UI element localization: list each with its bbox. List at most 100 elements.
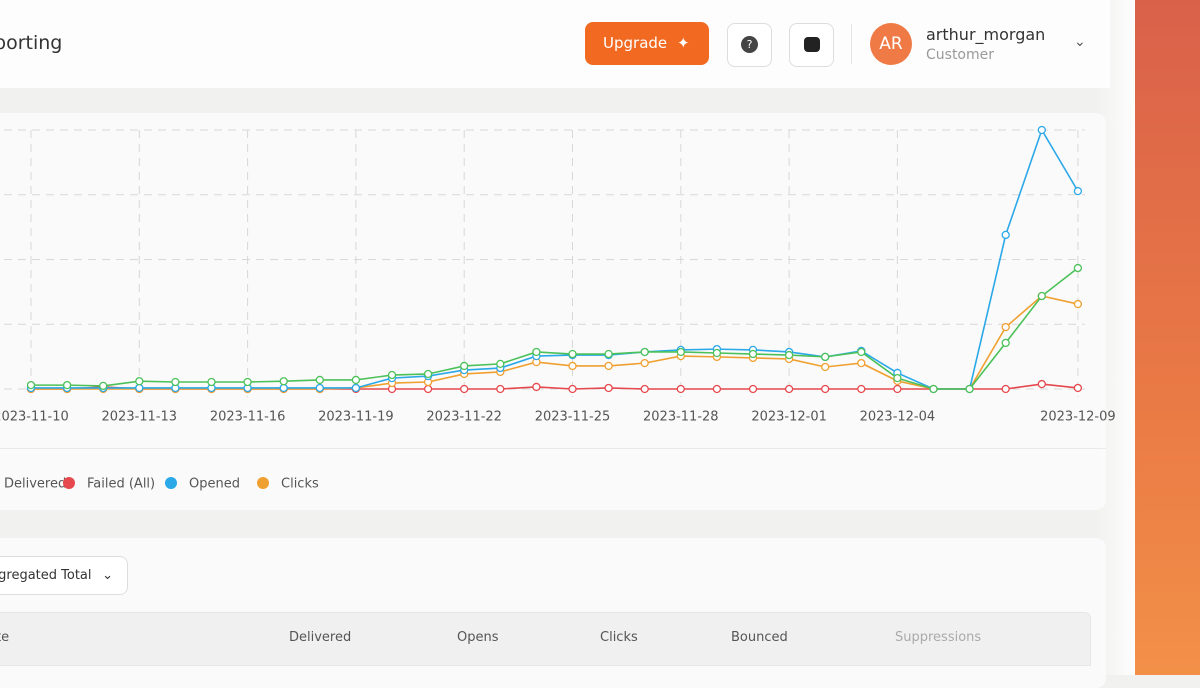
data-point <box>1073 299 1083 309</box>
data-point <box>1073 263 1083 273</box>
data-point <box>423 384 433 394</box>
data-point <box>604 383 613 393</box>
data-point <box>748 384 758 394</box>
data-point <box>568 384 577 394</box>
data-point <box>315 375 324 385</box>
help-button[interactable]: ? <box>727 23 772 67</box>
data-point <box>568 349 577 359</box>
legend-label: Opened <box>189 477 240 492</box>
column-header: Clicks <box>600 630 638 645</box>
inbox-icon <box>803 37 820 52</box>
data-point <box>135 377 144 386</box>
series-line <box>31 295 1079 390</box>
data-point <box>315 383 324 393</box>
x-tick-label: 2023-11-16 <box>210 410 286 425</box>
background-strip <box>1135 0 1200 675</box>
x-tick-label: 2023-11-10 <box>0 410 69 425</box>
inbox-button[interactable] <box>789 23 834 67</box>
chart-card <box>0 113 1106 510</box>
user-role: Customer <box>926 47 995 63</box>
x-tick-label: 2023-12-01 <box>751 410 827 425</box>
column-header: Date <box>0 630 10 645</box>
user-menu-chevron[interactable]: ⌄ <box>1074 34 1086 50</box>
sparkle-icon: ✦ <box>677 34 690 52</box>
data-point <box>712 384 722 394</box>
data-point <box>460 361 469 371</box>
data-point <box>965 384 974 394</box>
data-point <box>62 380 72 390</box>
upgrade-label: Upgrade <box>603 34 668 52</box>
divider <box>851 24 852 64</box>
header <box>0 0 1110 88</box>
data-point <box>1037 379 1046 389</box>
data-point <box>423 369 433 379</box>
column-header: Opens <box>457 630 499 645</box>
legend-label: Clicks <box>281 477 319 492</box>
data-point <box>640 358 649 368</box>
data-point <box>857 358 866 368</box>
x-tick-label: 2023-11-22 <box>426 410 502 425</box>
upgrade-button[interactable]: Upgrade ✦ <box>585 22 709 65</box>
data-point <box>460 384 469 394</box>
data-point <box>893 373 902 383</box>
data-point <box>135 383 144 393</box>
data-point <box>207 377 216 387</box>
data-point <box>604 361 613 371</box>
data-point <box>279 377 288 386</box>
data-point <box>821 384 830 394</box>
data-point <box>821 362 830 372</box>
legend-swatch <box>63 477 75 489</box>
data-point <box>532 347 541 357</box>
data-point <box>857 347 866 357</box>
aggregation-dropdown[interactable]: Aggregated Total ⌄ <box>0 556 128 595</box>
data-point <box>784 384 794 394</box>
data-point <box>1001 322 1010 332</box>
data-point <box>496 359 505 369</box>
data-point <box>279 383 288 393</box>
data-point <box>604 349 613 359</box>
x-tick-label: 2023-11-28 <box>643 410 719 425</box>
data-point <box>676 347 685 357</box>
data-point <box>351 383 361 393</box>
x-tick-label: 2023-11-19 <box>318 410 394 425</box>
data-point <box>26 380 36 390</box>
data-point <box>387 370 397 380</box>
avatar[interactable]: AR <box>870 23 912 65</box>
help-icon: ? <box>741 36 758 53</box>
data-point <box>857 384 866 394</box>
legend-swatch <box>257 477 269 489</box>
dropdown-label: Aggregated Total <box>0 568 92 583</box>
data-point <box>1037 291 1046 301</box>
data-point <box>1001 384 1010 394</box>
data-point <box>532 382 541 392</box>
data-point <box>821 352 830 362</box>
data-point <box>351 375 361 385</box>
data-point <box>712 348 722 358</box>
legend-label: Failed (All) <box>87 477 155 492</box>
series-line <box>31 267 1079 390</box>
data-point <box>929 384 938 394</box>
data-point <box>568 361 577 371</box>
data-point <box>784 350 794 360</box>
series-line <box>31 128 1079 390</box>
data-point <box>1001 338 1010 348</box>
legend-swatch <box>165 477 177 489</box>
column-header: Delivered <box>289 630 352 645</box>
x-tick-label: 2023-12-09 <box>1040 410 1116 425</box>
x-tick-label: 2023-12-04 <box>860 410 936 425</box>
data-point <box>1001 230 1010 240</box>
table-header <box>0 612 1091 666</box>
page-title: Reporting <box>0 32 63 54</box>
data-point <box>1037 125 1046 135</box>
x-tick-label: 2023-11-13 <box>102 410 178 425</box>
column-header: Bounced <box>731 630 788 645</box>
edge-fade <box>1095 0 1135 675</box>
data-point <box>748 349 758 359</box>
data-point <box>1073 383 1083 393</box>
data-point <box>640 384 649 394</box>
data-point <box>99 381 108 391</box>
x-tick-label: 2023-11-25 <box>535 410 611 425</box>
data-point <box>243 377 252 387</box>
column-header: Suppressions <box>895 630 982 645</box>
